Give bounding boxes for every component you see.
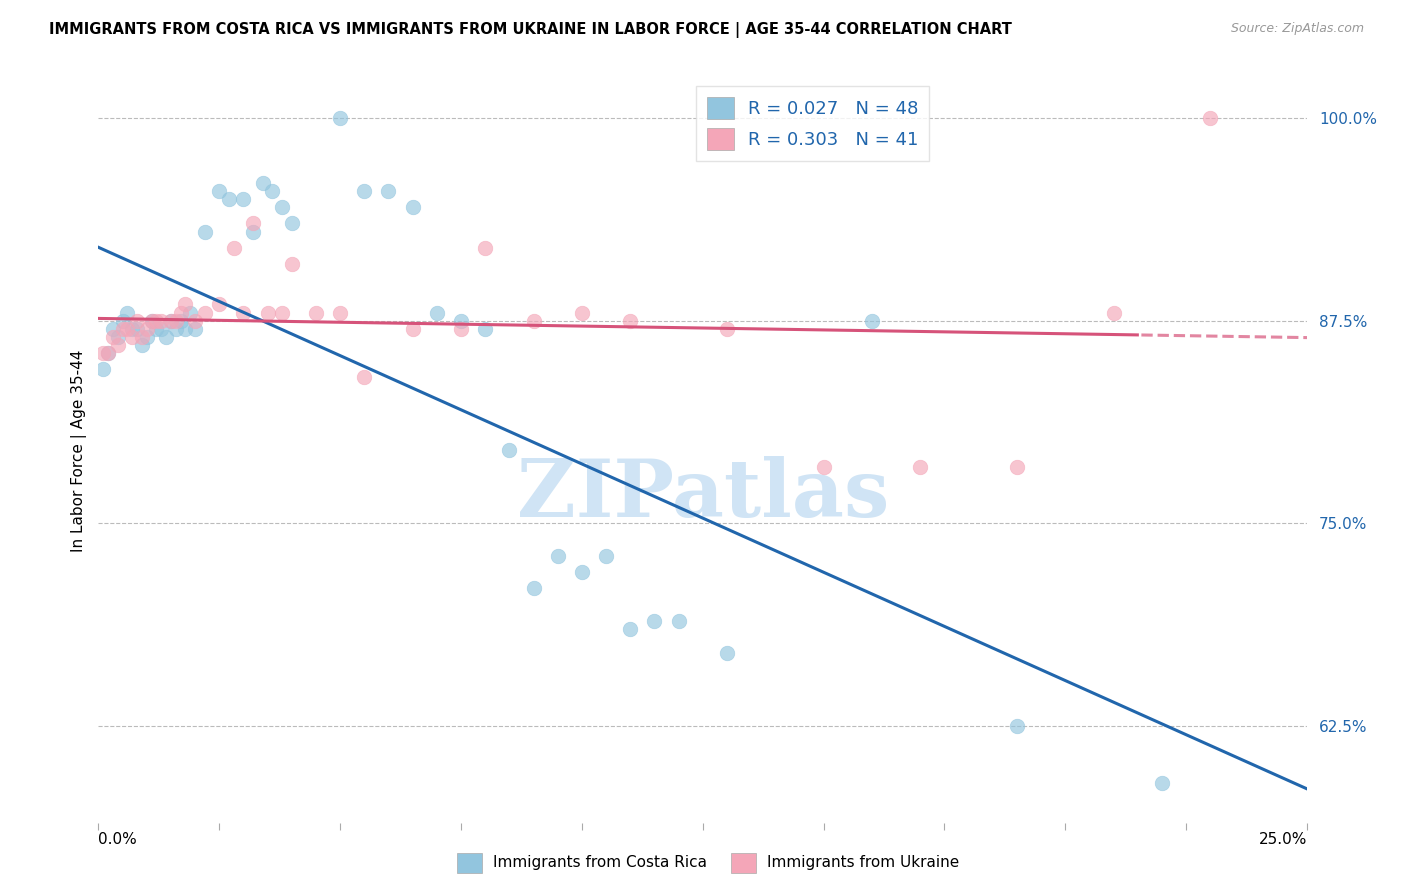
Text: Immigrants from Ukraine: Immigrants from Ukraine [768, 855, 960, 871]
Text: ZIPatlas: ZIPatlas [516, 456, 889, 534]
Point [1102, 305, 1125, 319]
Point [668, 614, 690, 628]
Point [107, 330, 129, 344]
Point [271, 305, 294, 319]
Point [643, 614, 665, 628]
Point [184, 322, 207, 336]
Point [125, 314, 148, 328]
Point [97, 346, 120, 360]
Legend: R = 0.027   N = 48, R = 0.303   N = 41: R = 0.027 N = 48, R = 0.303 N = 41 [696, 87, 929, 161]
Point [305, 305, 328, 319]
Point [97, 346, 120, 360]
Point [716, 322, 738, 336]
Point [262, 184, 284, 198]
Point [184, 314, 207, 328]
Point [426, 305, 449, 319]
Point [377, 184, 399, 198]
Point [179, 305, 201, 319]
Point [271, 200, 294, 214]
Point [121, 322, 143, 336]
Point [141, 314, 163, 328]
Point [155, 330, 177, 344]
Point [813, 459, 835, 474]
Point [401, 200, 423, 214]
Point [135, 330, 157, 344]
Point [208, 297, 231, 311]
Point [111, 322, 134, 336]
Point [450, 314, 472, 328]
Point [169, 314, 191, 328]
Point [242, 225, 264, 239]
Point [860, 314, 883, 328]
Point [256, 305, 278, 319]
Point [232, 305, 254, 319]
Point [716, 646, 738, 660]
Point [522, 582, 544, 596]
Point [474, 241, 496, 255]
Point [150, 322, 173, 336]
Point [121, 330, 143, 344]
Point [329, 111, 352, 125]
Point [910, 459, 932, 474]
Point [222, 241, 245, 255]
Text: Immigrants from Costa Rica: Immigrants from Costa Rica [494, 855, 707, 871]
Point [160, 314, 183, 328]
Point [595, 549, 617, 563]
Point [194, 225, 217, 239]
Point [125, 322, 148, 336]
Point [522, 314, 544, 328]
Point [329, 305, 352, 319]
Point [117, 305, 139, 319]
Point [353, 184, 375, 198]
Point [1152, 776, 1174, 790]
Point [208, 184, 231, 198]
Point [1199, 111, 1222, 125]
Point [131, 330, 153, 344]
Point [232, 192, 254, 206]
Point [91, 362, 114, 376]
Text: IMMIGRANTS FROM COSTA RICA VS IMMIGRANTS FROM UKRAINE IN LABOR FORCE | AGE 35-44: IMMIGRANTS FROM COSTA RICA VS IMMIGRANTS… [49, 22, 1012, 38]
Point [174, 297, 197, 311]
Point [281, 216, 304, 230]
Point [101, 330, 124, 344]
Point [150, 314, 173, 328]
Point [1005, 459, 1028, 474]
Point [131, 338, 153, 352]
Point [107, 338, 129, 352]
Text: 0.0%: 0.0% [98, 832, 138, 847]
Point [571, 565, 593, 579]
Point [1005, 719, 1028, 733]
Point [218, 192, 240, 206]
Point [498, 443, 520, 458]
Point [194, 305, 217, 319]
Point [619, 622, 641, 636]
Y-axis label: In Labor Force | Age 35-44: In Labor Force | Age 35-44 [72, 350, 87, 551]
Point [165, 314, 187, 328]
Point [91, 346, 114, 360]
Point [571, 305, 593, 319]
Point [101, 322, 124, 336]
Point [117, 322, 139, 336]
Point [547, 549, 569, 563]
Text: 25.0%: 25.0% [1258, 832, 1308, 847]
Point [401, 322, 423, 336]
Point [160, 314, 183, 328]
Point [141, 314, 163, 328]
Point [174, 322, 197, 336]
Text: Source: ZipAtlas.com: Source: ZipAtlas.com [1230, 22, 1364, 36]
Point [145, 314, 167, 328]
Point [242, 216, 264, 230]
Point [169, 305, 191, 319]
Point [252, 176, 274, 190]
Point [111, 314, 134, 328]
Point [165, 322, 187, 336]
Point [450, 322, 472, 336]
Point [353, 370, 375, 384]
Point [281, 257, 304, 271]
Point [474, 322, 496, 336]
Point [145, 322, 167, 336]
Point [619, 314, 641, 328]
Point [135, 322, 157, 336]
